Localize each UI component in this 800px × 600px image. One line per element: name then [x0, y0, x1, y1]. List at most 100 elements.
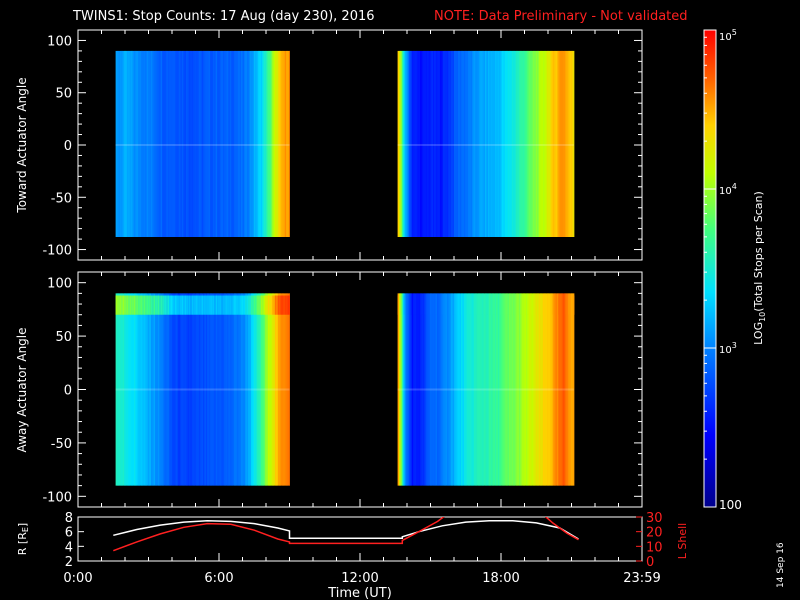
away-cell — [117, 293, 119, 486]
toward-cell — [255, 50, 257, 237]
toward-cell — [462, 50, 465, 237]
away-cell — [494, 293, 497, 486]
away-band-cell — [514, 295, 517, 315]
away-cell — [194, 293, 197, 486]
away-band-cell — [272, 295, 274, 315]
toward-cell — [236, 50, 239, 237]
away-band-cell — [119, 295, 122, 315]
colorbar-tick-exponent: 5 — [732, 28, 737, 37]
away-cell — [489, 293, 492, 486]
away-cell — [236, 293, 239, 486]
toward-cell — [214, 50, 217, 237]
toward-cell — [121, 50, 124, 237]
toward-cell — [201, 50, 204, 237]
away-cell — [179, 293, 181, 486]
toward-cell — [273, 50, 276, 237]
away-band-cell — [454, 295, 456, 315]
away-cell — [132, 293, 135, 486]
toward-cell — [186, 50, 188, 237]
toward-cell — [406, 50, 408, 237]
toward-cell — [176, 50, 179, 237]
away-cell — [245, 293, 248, 486]
away-band-cell — [493, 295, 496, 315]
toward-cell — [184, 50, 187, 237]
away-band-cell — [276, 295, 279, 315]
away-cell — [270, 293, 273, 486]
away-band-cell — [203, 295, 205, 315]
away-cell — [417, 293, 420, 486]
away-band-cell — [277, 295, 280, 315]
away-band-cell — [222, 295, 225, 315]
toward-cell — [497, 50, 500, 237]
toward-cell — [224, 50, 226, 237]
toward-cell — [138, 50, 140, 237]
toward-cell — [468, 50, 470, 237]
away-band-cell — [225, 295, 228, 315]
toward-cell — [407, 50, 410, 237]
toward-cell — [480, 50, 483, 237]
toward-cell — [427, 50, 430, 237]
away-cell — [535, 293, 538, 486]
toward-cell — [525, 50, 528, 237]
away-cell — [229, 293, 232, 486]
toward-cell — [459, 50, 462, 237]
toward-cell — [167, 50, 170, 237]
away-cell — [142, 293, 145, 486]
toward-cell — [129, 50, 132, 237]
away-band-cell — [279, 295, 281, 315]
away-cell — [451, 293, 453, 486]
toward-cell — [155, 50, 157, 237]
l-shell-tick-label: 0 — [646, 555, 654, 570]
toward-cell — [399, 50, 401, 237]
toward-cell — [289, 50, 290, 237]
toward-cell — [531, 50, 534, 237]
away-band-cell — [238, 295, 241, 315]
away-band-cell — [430, 295, 432, 315]
away-band-cell — [198, 295, 201, 315]
away-band-cell — [569, 295, 572, 315]
away-band-cell — [169, 295, 171, 315]
away-cell — [537, 293, 539, 486]
away-cell — [420, 293, 422, 486]
toward-cell — [219, 50, 222, 237]
away-cell — [510, 293, 513, 486]
away-cell — [126, 293, 129, 486]
away-cell — [521, 293, 524, 486]
toward-cell — [249, 50, 252, 237]
toward-cell — [524, 50, 527, 237]
away-cell — [472, 293, 475, 486]
away-cell — [241, 293, 243, 486]
away-cell — [565, 293, 568, 486]
toward-cell — [448, 50, 451, 237]
toward-cell — [142, 50, 145, 237]
toward-cell — [465, 50, 468, 237]
away-band-cell — [479, 295, 482, 315]
away-cell — [163, 293, 166, 486]
away-band-cell — [126, 295, 129, 315]
away-cell — [445, 293, 448, 486]
toward-tick-label: 50 — [55, 87, 72, 102]
away-band-cell — [532, 295, 535, 315]
away-cell — [262, 293, 265, 486]
away-cell — [534, 293, 537, 486]
away-band-cell — [232, 295, 235, 315]
toward-cell — [451, 50, 453, 237]
away-cell — [283, 293, 286, 486]
toward-cell — [507, 50, 510, 237]
toward-cell — [164, 50, 167, 237]
toward-cell — [159, 50, 162, 237]
toward-cell — [414, 50, 417, 237]
toward-cell — [217, 50, 219, 237]
away-band-cell — [448, 295, 451, 315]
toward-cell — [418, 50, 421, 237]
away-tick-label: -50 — [51, 437, 72, 452]
r-tick-label: 4 — [65, 540, 73, 555]
away-band-cell — [252, 295, 255, 315]
toward-cell — [528, 50, 531, 237]
toward-cell — [503, 50, 506, 237]
toward-cell — [241, 50, 243, 237]
away-band-cell — [229, 295, 232, 315]
away-cell — [468, 293, 470, 486]
away-cell — [176, 293, 179, 486]
